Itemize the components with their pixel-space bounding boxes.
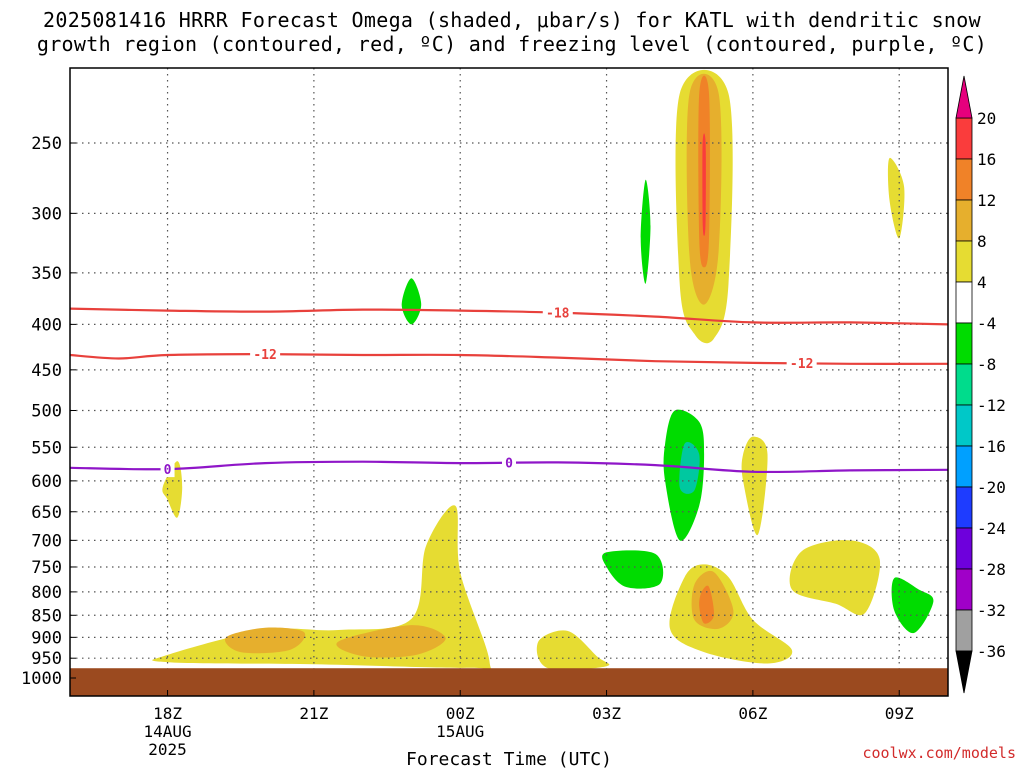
x-tick-label-00Z: 00Z (446, 704, 475, 723)
y-tick-label-1000: 1000 (21, 669, 62, 689)
chart-title-line-1: 2025081416 HRRR Forecast Omega (shaded, … (43, 8, 981, 32)
colorbar-label--32: -32 (977, 601, 1006, 620)
omega-region-13 (789, 540, 881, 616)
x-tick-sublabel-18Z-1: 2025 (148, 740, 187, 759)
y-tick-label-750: 750 (31, 558, 62, 578)
x-tick-label-18Z: 18Z (153, 704, 182, 723)
y-tick-label-300: 300 (31, 204, 62, 224)
colorbar-box-8 (955, 445, 973, 488)
contour-label-3: 0 (164, 463, 172, 478)
plot-fills (152, 69, 934, 671)
colorbar-box-0 (955, 117, 973, 160)
omega-region-9 (741, 436, 768, 536)
x-tick-label-03Z: 03Z (592, 704, 621, 723)
omega-region-20 (891, 577, 934, 634)
contour-labels: -18 -12 -12 0 0 (160, 304, 817, 478)
contour-label-0: -18 (546, 307, 570, 322)
colorbar-box-4 (955, 281, 973, 324)
colorbar-box-3 (955, 240, 973, 283)
colorbar-top-arrow (955, 75, 973, 119)
omega-region-3 (162, 461, 183, 518)
y-tick-label-500: 500 (31, 402, 62, 422)
contour-label-2: -12 (790, 357, 813, 372)
contour-line--18 (70, 307, 948, 326)
contour-label-bg-1 (250, 346, 281, 363)
x-tick-label-06Z: 06Z (738, 704, 767, 723)
contour-label-bg-0 (542, 304, 573, 321)
chart-title-line-2: growth region (contoured, red, ºC) and f… (36, 32, 988, 56)
colorbar-box-7 (955, 404, 973, 447)
colorbar-box-12 (955, 609, 973, 652)
colorbar-box-2 (955, 199, 973, 242)
colorbar-label-12: 12 (977, 191, 996, 210)
y-tick-label-850: 850 (31, 606, 62, 626)
y-tick-label-400: 400 (31, 315, 62, 335)
omega-region-0 (152, 505, 492, 671)
colorbar-label-20: 20 (977, 109, 996, 128)
y-axis: 2503003504004505005506006507007508008509… (21, 134, 76, 689)
colorbar-label--12: -12 (977, 396, 1006, 415)
y-tick-label-350: 350 (31, 264, 62, 284)
x-tick-sublabel-18Z-0: 14AUG (143, 722, 191, 741)
omega-region-8 (702, 133, 706, 236)
y-tick-label-550: 550 (31, 438, 62, 458)
colorbar-label--28: -28 (977, 560, 1006, 579)
ground-surface (70, 668, 948, 696)
colorbar-box-6 (955, 363, 973, 406)
contour-label-1: -12 (253, 348, 276, 363)
colorbar-label-16: 16 (977, 150, 996, 169)
omega-region-12 (699, 585, 715, 624)
y-tick-label-250: 250 (31, 134, 62, 154)
credit-link[interactable]: coolwx.com/models (862, 744, 1016, 762)
colorbar-label--36: -36 (977, 642, 1006, 661)
y-tick-label-900: 900 (31, 628, 62, 648)
y-tick-label-800: 800 (31, 583, 62, 603)
ground-layer (70, 668, 948, 696)
omega-region-19 (602, 550, 664, 589)
colorbar-box-5 (955, 322, 973, 365)
grid-lines (70, 68, 948, 669)
contour-label-bg-3 (160, 461, 175, 478)
colorbar-bottom-arrow (955, 650, 973, 694)
omega-region-2 (336, 625, 446, 658)
colorbar-label--4: -4 (977, 314, 996, 333)
x-tick-label-21Z: 21Z (299, 704, 328, 723)
plot-frame (69, 67, 949, 697)
y-tick-label-450: 450 (31, 361, 62, 381)
x-tick-sublabel-00Z-0: 15AUG (436, 722, 484, 741)
omega-region-15 (401, 278, 422, 325)
colorbar-label--16: -16 (977, 437, 1006, 456)
colorbar-box-11 (955, 568, 973, 611)
contour-label-bg-2 (786, 354, 817, 371)
x-axis-title: Forecast Time (UTC) (406, 749, 612, 768)
contour-label-4: 0 (505, 456, 513, 471)
y-tick-label-650: 650 (31, 503, 62, 523)
colorbar-label--8: -8 (977, 355, 996, 374)
x-tick-label-09Z: 09Z (885, 704, 914, 723)
colorbar-label--24: -24 (977, 519, 1006, 538)
omega-region-1 (225, 627, 306, 654)
colorbar-box-9 (955, 486, 973, 529)
omega-region-4 (536, 630, 610, 670)
colorbar-label--20: -20 (977, 478, 1006, 497)
colorbar-box-10 (955, 527, 973, 570)
colorbar: 20 16 12 8 4 -4 -8 -12 -16 -20 -24 -28 -32 -36 (955, 75, 1006, 694)
colorbar-label-8: 8 (977, 232, 987, 251)
contour-label-bg-4 (502, 454, 516, 471)
colorbar-label-4: 4 (977, 273, 987, 292)
omega-region-16 (640, 179, 651, 284)
y-tick-label-950: 950 (31, 649, 62, 669)
colorbar-box-1 (955, 158, 973, 201)
y-tick-label-600: 600 (31, 472, 62, 492)
y-tick-label-700: 700 (31, 531, 62, 551)
omega-region-14 (887, 157, 905, 239)
